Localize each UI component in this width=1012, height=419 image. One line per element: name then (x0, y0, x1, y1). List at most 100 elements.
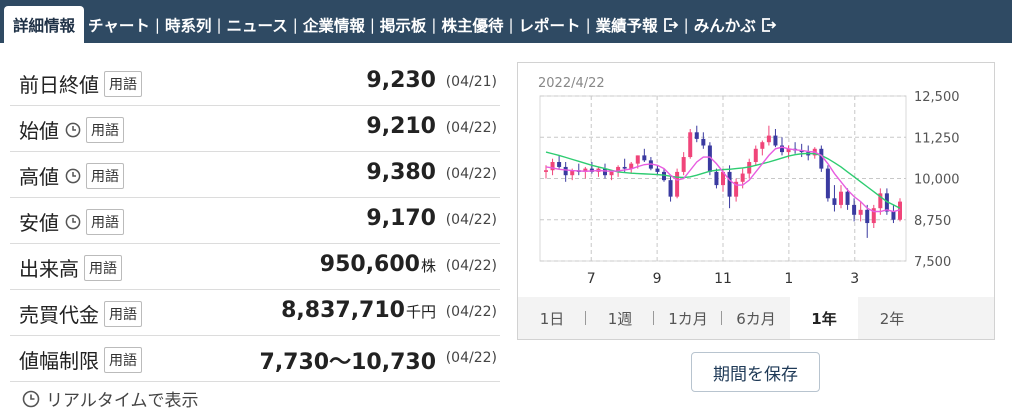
detail-row: 出来高 用語 950,600 株 (04/22) (10, 244, 500, 290)
nav-tab-label: 企業情報 (302, 16, 365, 35)
row-label: 売買代金 (19, 303, 99, 327)
period-separator (585, 311, 586, 325)
nav-tab-6[interactable]: 株主優待 (437, 6, 507, 43)
nav-tab-9[interactable]: みんかぶ (690, 6, 781, 43)
candle-body (675, 171, 680, 197)
period-tab-0[interactable]: 1日 (518, 297, 586, 339)
row-label-group: 前日終値 用語 (19, 69, 142, 98)
term-button[interactable]: 用語 (104, 70, 142, 97)
detail-row: 売買代金 用語 8,837,710 千円 (04/22) (10, 290, 500, 336)
period-tab-5[interactable]: 2年 (858, 297, 926, 339)
candle-body (780, 145, 784, 153)
candle-body (786, 148, 791, 153)
candle-body (845, 191, 850, 205)
nav-tab-label: レポート (518, 16, 581, 35)
stock-nav-bar: 詳細情報 チャート | 時系列 | ニュース | 企業情報 | 掲示板 | 株主優待 | レポート | 業績予… (0, 0, 1012, 43)
price-chart-panel: 12,500 11,250 10,000 8,750 7,500 7 9 11 1 3 2022/4… (517, 62, 995, 340)
nav-separator: | (683, 15, 689, 34)
nav-separator: | (216, 15, 222, 34)
realtime-toggle[interactable]: リアルタイムで表示 (22, 386, 199, 411)
nav-tab-2[interactable]: 時系列 (161, 6, 216, 43)
period-selector: 1日 1週 1カ月 6カ月 1年 2年 (518, 297, 994, 339)
period-tab-4[interactable]: 1年 (790, 297, 858, 339)
clock-icon (65, 168, 81, 183)
row-date: (04/22) (445, 304, 497, 320)
nav-tab-4[interactable]: 企業情報 (299, 6, 369, 43)
candle-body (563, 166, 568, 176)
term-button[interactable]: 用語 (86, 162, 124, 189)
nav-tab-label: 詳細情報 (13, 16, 76, 35)
candle-body (655, 168, 660, 172)
row-value: 8,837,710 (281, 298, 405, 323)
row-date: (04/22) (445, 350, 497, 366)
row-value: 9,170 (366, 206, 436, 231)
term-button[interactable]: 用語 (86, 208, 124, 235)
period-label: 1年 (811, 309, 837, 328)
clock-icon (22, 390, 40, 407)
term-button[interactable]: 用語 (84, 254, 122, 281)
nav-tab-5[interactable]: 掲示板 (376, 6, 431, 43)
term-button[interactable]: 用語 (104, 300, 142, 327)
row-label: 始値 (19, 119, 59, 143)
period-tab-3[interactable]: 6カ月 (722, 297, 790, 339)
detail-row: 安値 用語 9,170 (04/22) (10, 198, 500, 244)
candle-body (721, 171, 725, 186)
candle-body (701, 138, 706, 146)
nav-tab-7[interactable]: レポート (515, 6, 585, 43)
candle-body (832, 198, 837, 205)
candle-body (747, 162, 752, 174)
nav-tab-label: ニュース (226, 16, 288, 35)
y-tick-label: 10,000 (914, 173, 960, 188)
candle-body (714, 171, 719, 186)
y-tick-label: 7,500 (914, 255, 951, 270)
row-date: (04/22) (445, 166, 497, 182)
row-value: 950,600 (319, 252, 420, 277)
candle-body (799, 150, 804, 153)
candle-body (740, 173, 745, 182)
nav-tab-8[interactable]: 業績予報 (592, 6, 683, 43)
term-button[interactable]: 用語 (86, 116, 124, 143)
x-tick-label: 7 (587, 271, 596, 287)
y-tick-label: 11,250 (914, 131, 960, 146)
nav-separator: | (369, 15, 375, 34)
candle-body (734, 181, 739, 197)
x-tick-label: 9 (653, 271, 662, 287)
nav-tab-3[interactable]: ニュース (223, 6, 292, 43)
nav-tab-label: 時系列 (164, 16, 212, 35)
candle-body (825, 168, 830, 199)
nav-tab-0[interactable]: 詳細情報 (4, 6, 85, 43)
chart-date-title: 2022/4/22 (538, 76, 605, 91)
row-value-group: 950,600 株 (320, 252, 436, 277)
period-tab-1[interactable]: 1週 (586, 297, 654, 339)
nav-tab-1[interactable]: チャート (84, 6, 154, 43)
row-value: 9,230 (366, 68, 436, 93)
nav-separator: | (508, 15, 514, 34)
save-period-button[interactable]: 期間を保存 (691, 352, 820, 392)
period-tab-2[interactable]: 1カ月 (654, 297, 722, 339)
nav-tab-label: みんかぶ (693, 16, 756, 35)
candle-body (622, 166, 627, 169)
row-label-group: 出来高 用語 (19, 253, 122, 282)
candle-body (819, 148, 824, 169)
candle-body (583, 168, 588, 172)
candle-body (688, 132, 693, 158)
row-label-group: 高値 用語 (19, 161, 124, 190)
realtime-label: リアルタイムで表示 (46, 391, 199, 411)
term-button[interactable]: 用語 (104, 346, 142, 373)
row-date: (04/22) (445, 258, 497, 274)
nav-separator: | (431, 15, 437, 34)
candle-body (662, 171, 666, 181)
row-label: 安値 (19, 211, 59, 235)
period-separator (653, 311, 654, 325)
clock-icon (65, 122, 81, 137)
candle-body (642, 155, 647, 161)
row-label: 高値 (19, 165, 59, 189)
candle-body (707, 145, 712, 172)
candle-body (858, 209, 863, 215)
candle-body (760, 142, 765, 149)
nav-tab-label: 株主優待 (441, 16, 504, 35)
period-label: 2年 (879, 309, 905, 328)
row-date: (04/22) (445, 120, 497, 136)
row-value: 9,380 (366, 160, 436, 185)
